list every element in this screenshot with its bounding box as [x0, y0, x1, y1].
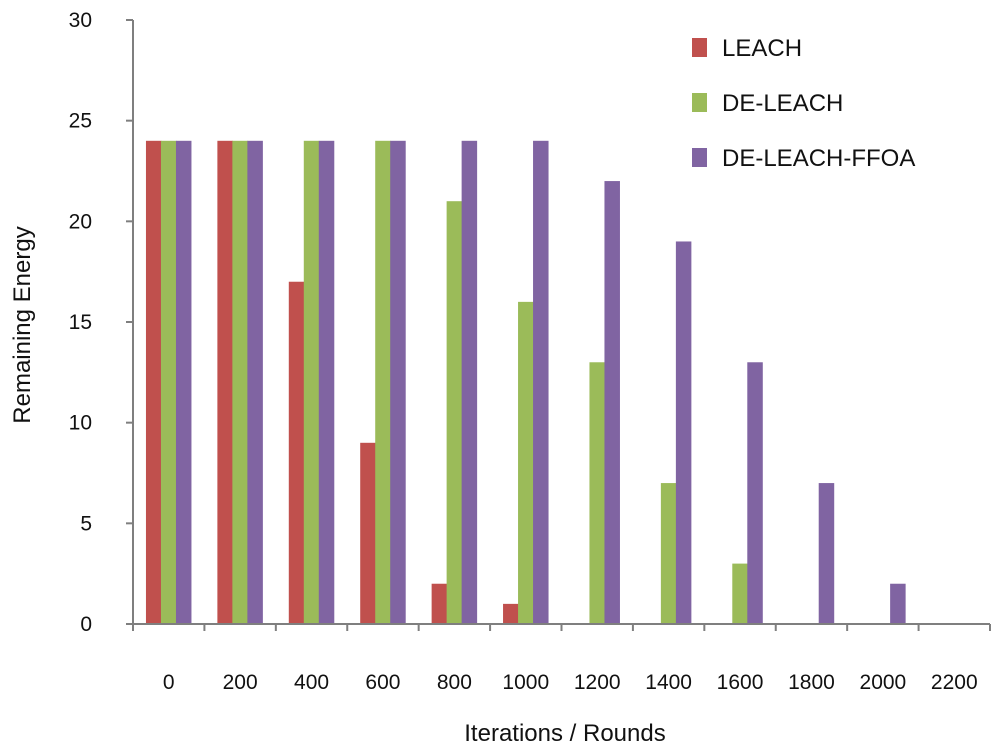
- bar-de-leach-600: [375, 140, 391, 625]
- bar-de-leach-ffoa-1200: [604, 181, 620, 625]
- bar-de-leach-1000: [518, 301, 534, 624]
- x-tick-label: 1800: [788, 671, 835, 694]
- bar-leach-200: [217, 140, 233, 625]
- x-tick-label: 0: [163, 671, 175, 694]
- legend-swatch-de-leach: [692, 93, 707, 112]
- legend-label-de-leach-ffoa: DE-LEACH-FFOA: [722, 145, 915, 172]
- x-tick-label: 600: [365, 671, 400, 694]
- y-ticks: 0 5 10 15 20 25 30: [69, 9, 133, 636]
- legend-swatch-de-leach-ffoa: [692, 148, 707, 167]
- y-tick-label: 0: [80, 613, 92, 636]
- y-tick-label: 10: [69, 412, 92, 435]
- legend-label-de-leach: DE-LEACH: [722, 90, 843, 117]
- bar-leach-800: [431, 583, 448, 624]
- x-tick-label: 200: [223, 671, 258, 694]
- bar-de-leach-1600: [732, 563, 748, 624]
- bar-de-leach-400: [303, 140, 320, 625]
- x-tick-label: 2200: [931, 671, 978, 694]
- bar-leach-1000: [503, 603, 519, 624]
- x-tick-label: 1600: [717, 671, 764, 694]
- bar-de-leach-200: [232, 140, 248, 625]
- y-tick-label: 15: [69, 311, 92, 334]
- y-axis-title: Remaining Energy: [9, 226, 36, 423]
- x-tick-label: 800: [437, 671, 472, 694]
- bar-leach-600: [360, 442, 376, 624]
- bar-de-leach-ffoa-1000: [533, 140, 549, 625]
- legend: LEACH DE-LEACH DE-LEACH-FFOA: [692, 35, 915, 172]
- y-tick-label: 25: [69, 110, 92, 133]
- x-tick-label: 1000: [502, 671, 549, 694]
- y-tick-label: 20: [69, 210, 92, 233]
- bar-de-leach-800: [446, 201, 463, 624]
- x-tick-label: 1200: [574, 671, 621, 694]
- bar-de-leach-ffoa-0: [175, 140, 192, 625]
- bar-de-leach-ffoa-1800: [818, 483, 835, 624]
- x-tick-label: 400: [294, 671, 329, 694]
- bar-de-leach-ffoa-1600: [747, 362, 763, 624]
- legend-swatch-leach: [692, 38, 707, 57]
- x-tick-label: 2000: [860, 671, 907, 694]
- bar-de-leach-0: [160, 140, 177, 625]
- bars-layer: [145, 140, 906, 625]
- y-tick-label: 5: [80, 512, 92, 535]
- x-axis-title: Iterations / Rounds: [464, 720, 665, 747]
- bar-de-leach-ffoa-600: [390, 140, 406, 625]
- bar-de-leach-1200: [589, 362, 605, 624]
- x-tick-label: 1400: [645, 671, 692, 694]
- bar-de-leach-ffoa-400: [318, 140, 335, 625]
- bar-de-leach-1400: [660, 483, 677, 624]
- bar-de-leach-ffoa-200: [247, 140, 263, 625]
- y-tick-label: 30: [69, 9, 92, 32]
- bar-leach-400: [288, 281, 305, 624]
- x-ticks: 0 200 400 600 800 1000 1200 1400 1600 1800 2000 220…: [132, 624, 991, 694]
- bar-de-leach-ffoa-1400: [675, 241, 692, 624]
- bar-de-leach-ffoa-2000: [890, 583, 906, 624]
- legend-label-leach: LEACH: [722, 35, 802, 62]
- bar-de-leach-ffoa-800: [461, 140, 478, 625]
- bar-leach-0: [145, 140, 162, 625]
